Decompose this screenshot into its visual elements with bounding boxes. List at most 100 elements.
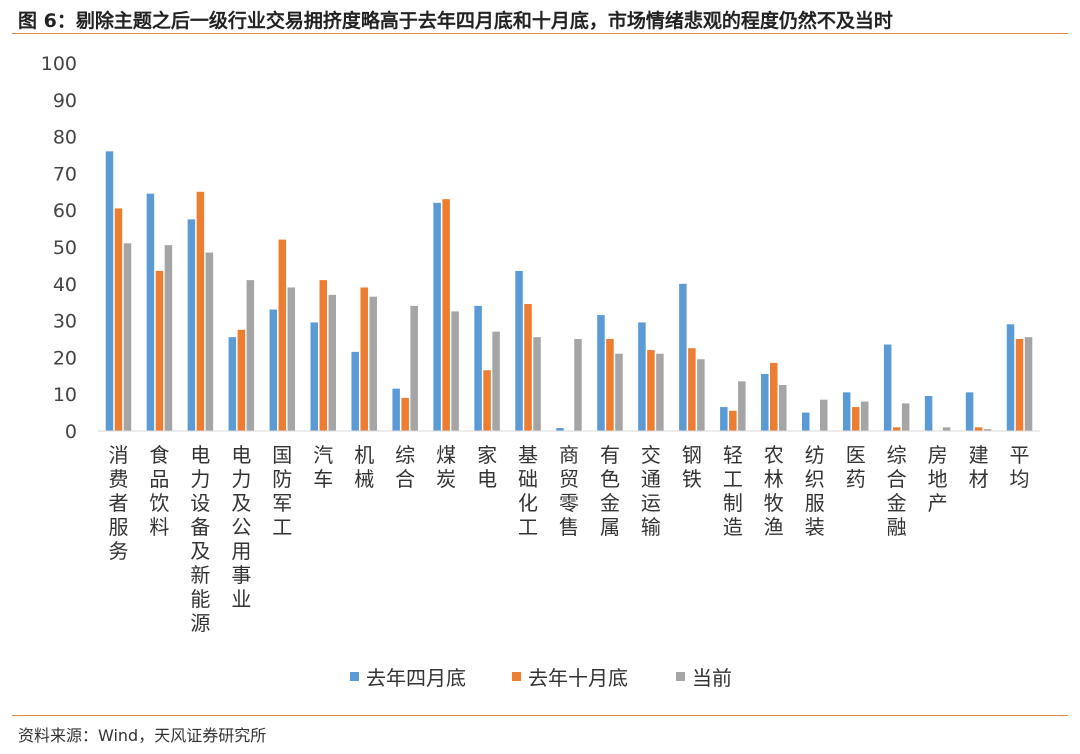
bar [205, 252, 214, 431]
legend-label: 去年四月底 [366, 666, 466, 690]
bar [164, 245, 173, 431]
bar [556, 428, 564, 431]
bar [237, 329, 246, 431]
x-tick-label: 平均 [1010, 443, 1030, 491]
bar [729, 410, 737, 431]
bar [606, 339, 614, 431]
legend-item: 去年四月底 [350, 666, 466, 690]
bar [269, 309, 278, 431]
legend-item: 去年十月底 [512, 666, 628, 690]
legend-item: 当前 [676, 666, 732, 690]
bar [483, 370, 491, 431]
x-tick-label: 国防军工 [272, 443, 292, 539]
bar [114, 208, 123, 431]
bar [442, 199, 450, 431]
bar [360, 287, 368, 431]
bar [187, 219, 196, 431]
y-tick-label: 0 [65, 421, 77, 443]
bar [246, 280, 255, 431]
x-tick-label: 电力设备及新能源 [190, 443, 210, 635]
y-tick-label: 90 [53, 90, 77, 112]
bar [524, 304, 532, 431]
x-tick-label: 煤炭 [436, 443, 456, 491]
bar [105, 151, 114, 431]
bar [819, 399, 828, 431]
x-tick-label: 汽车 [313, 443, 333, 491]
bar [310, 322, 319, 431]
x-tick-label: 农林牧渔 [764, 443, 784, 539]
bar [851, 407, 860, 431]
legend-swatch [512, 672, 521, 681]
bar [779, 385, 787, 431]
y-tick-label: 10 [53, 384, 77, 406]
bar [392, 388, 400, 431]
figure-title: 图 6：剔除主题之后一级行业交易拥挤度略高于去年四月底和十月底，市场情绪悲观的程… [18, 10, 893, 32]
x-tick-label: 医药 [846, 443, 866, 491]
bar [638, 322, 646, 431]
bar [1006, 324, 1015, 431]
y-tick-label: 20 [53, 347, 77, 369]
bar [196, 191, 205, 431]
bar [892, 427, 901, 431]
x-tick-label: 房地产 [928, 443, 948, 515]
bar [146, 193, 155, 431]
bar [738, 381, 746, 431]
bar [974, 427, 983, 431]
bar [474, 305, 482, 431]
x-tick-label: 基础化工 [518, 443, 538, 539]
bar [1024, 337, 1033, 431]
bar [720, 407, 728, 431]
legend-label: 去年十月底 [528, 666, 628, 690]
bar [801, 412, 810, 431]
bar [679, 283, 687, 431]
x-tick-label: 商贸零售 [559, 443, 579, 539]
bar [533, 337, 541, 431]
x-tick-label: 电力及公用事业 [231, 443, 251, 611]
bar [351, 351, 359, 431]
x-tick-label: 综合金融 [887, 443, 907, 539]
bar [615, 353, 623, 431]
bar [328, 294, 337, 431]
bars-group [105, 151, 1033, 431]
bar [942, 427, 951, 431]
x-tick-label: 家电 [477, 443, 497, 491]
bar [433, 202, 441, 431]
bar [688, 348, 696, 431]
x-tick-label: 有色金属 [600, 443, 620, 539]
y-axis: 0 10 20 30 40 50 60 70 80 90 100 [41, 53, 77, 443]
bar [697, 359, 705, 431]
bar [155, 270, 164, 431]
legend-swatch [350, 672, 359, 681]
bar [842, 392, 851, 431]
title-rule [12, 33, 1068, 34]
x-tick-label: 机械 [354, 443, 374, 491]
bar [1015, 339, 1024, 431]
bar [451, 311, 459, 431]
bar [965, 392, 974, 431]
x-axis-labels: 消费者服务 食品饮料 电力设备及新能源 电力及公用事业 国防军工 汽车机械综合煤炭家电基础… [108, 443, 1029, 635]
x-tick-label: 钢铁 [682, 443, 702, 491]
footer-rule [12, 715, 1068, 716]
bar [410, 305, 418, 431]
source-note: 资料来源：Wind，天风证券研究所 [18, 726, 267, 745]
y-tick-label: 100 [41, 53, 77, 75]
x-tick-label: 纺织服装 [805, 443, 825, 539]
bar [901, 403, 910, 431]
bar [123, 243, 132, 431]
bar [770, 362, 778, 431]
y-tick-label: 80 [53, 127, 77, 149]
bar [287, 287, 296, 431]
bar [647, 350, 655, 431]
bar [860, 401, 869, 431]
y-tick-label: 70 [53, 163, 77, 185]
x-tick-label: 食品饮料 [149, 443, 169, 539]
bar [319, 280, 328, 431]
bar [574, 339, 582, 431]
x-tick-label: 建材 [969, 443, 989, 491]
bar [515, 270, 523, 431]
x-tick-label: 消费者服务 [108, 443, 128, 563]
bar [656, 353, 664, 431]
x-tick-label: 综合 [395, 443, 415, 491]
bar [278, 239, 287, 431]
